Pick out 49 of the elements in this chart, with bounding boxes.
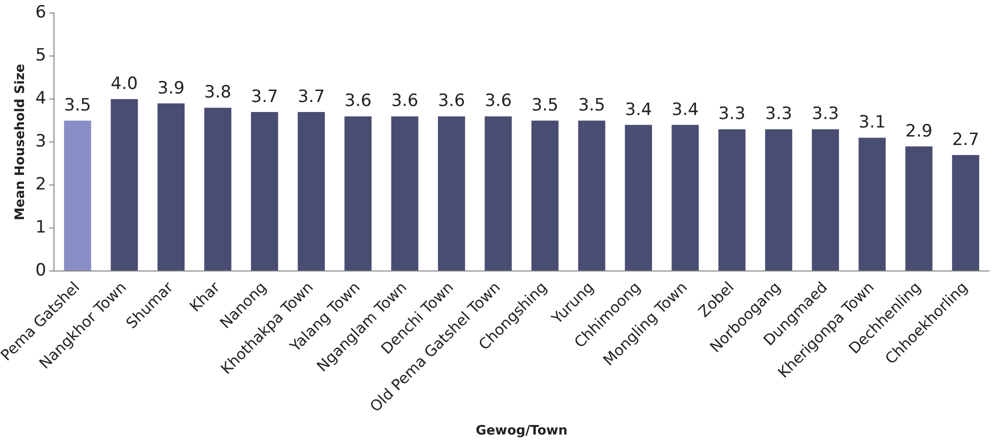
bar [672,124,699,270]
data-label: 3.4 [672,100,699,120]
bar [438,116,466,270]
data-label: 3.5 [578,96,606,116]
data-label: 3.5 [531,96,558,116]
bar [718,129,746,270]
bar [905,146,932,270]
data-label: 3.6 [344,91,372,112]
bar [484,116,512,270]
y-tick-label: 6 [35,2,46,23]
bar [110,99,138,270]
y-tick-label: 0 [35,260,46,280]
data-label: 3.7 [298,86,325,107]
y-tick-label: 5 [35,46,46,66]
y-tick-label: 3 [35,132,46,152]
y-tick-label: 2 [35,174,46,194]
data-label: 3.9 [158,78,185,98]
data-label: 3.3 [812,104,839,124]
data-label: 2.7 [952,130,980,150]
y-tick-label: 1 [35,217,46,238]
data-label: 3.3 [765,104,792,124]
data-label: 3.6 [438,91,466,112]
bar [298,112,325,270]
data-label: 3.5 [64,96,92,116]
data-label: 3.8 [204,82,232,103]
bar [858,138,886,270]
bar [531,120,559,270]
bar [250,112,278,270]
y-axis-title: Mean Household Size [12,64,28,220]
data-label: 3.3 [718,104,746,124]
data-label: 3.7 [251,86,278,107]
data-label: 4.0 [110,74,138,94]
bar [344,116,372,270]
bar [158,103,185,270]
data-label: 3.4 [624,100,652,120]
bar [64,120,92,270]
y-tick-label: 4 [35,88,46,109]
bar [812,129,839,270]
data-label: 3.6 [484,91,512,112]
data-label: 3.6 [391,91,418,112]
bar [952,154,980,270]
x-axis-title: Gewog/Town [476,424,568,439]
bar [624,124,652,270]
data-label: 3.1 [858,112,886,133]
bar [204,108,232,270]
data-label: 2.9 [905,121,932,142]
bar [391,116,418,270]
bar [765,129,792,270]
bar [578,120,606,270]
